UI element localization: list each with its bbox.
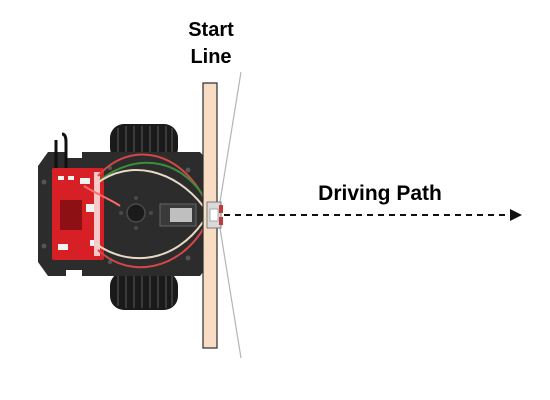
driving-path-arrow <box>224 209 522 221</box>
line-sensor <box>206 201 223 229</box>
arrowhead-icon <box>510 209 522 221</box>
caster-wheel <box>126 203 146 223</box>
sensor-beam-lower <box>218 221 242 359</box>
sensor-beam <box>218 71 242 359</box>
driving-path-label: Driving Path <box>318 182 442 205</box>
sensor-beam-upper <box>218 71 242 209</box>
robot-wiring <box>83 153 209 269</box>
start-line-label-line1: Start <box>188 19 234 41</box>
start-line-label-line2: Line <box>190 46 231 68</box>
